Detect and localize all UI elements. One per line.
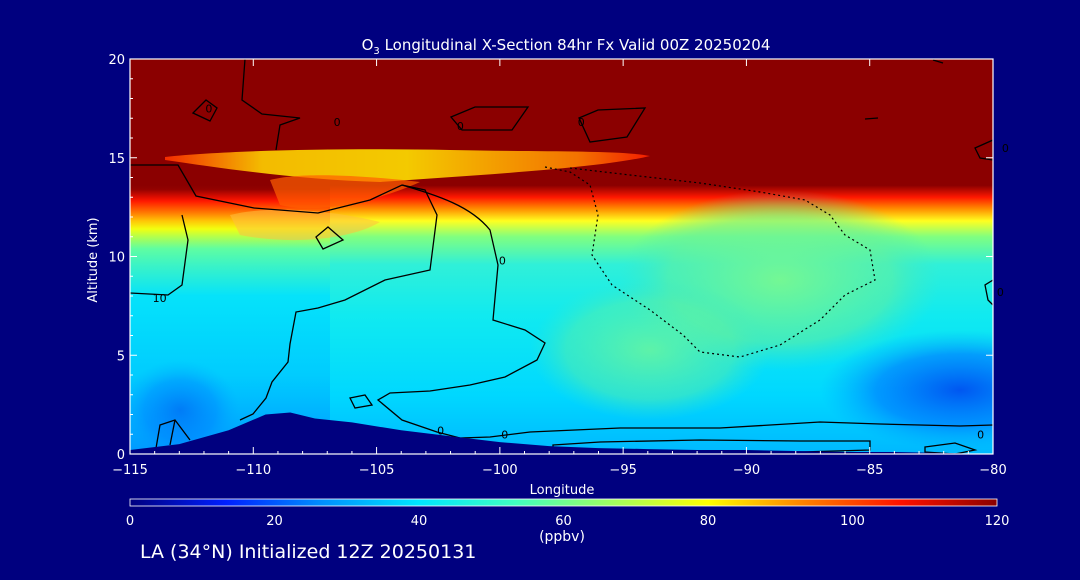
contour-label: 0 (977, 428, 984, 441)
x-tick-label: −95 (609, 463, 636, 478)
colorbar-tick-label: 120 (985, 514, 1010, 529)
title-rest: Longitudinal X-Section 84hr Fx Valid 00Z… (380, 36, 771, 54)
x-axis-ticks: −115 −110 −105 −100 −95 −90 −85 −80 (112, 59, 1007, 478)
y-tick-label: 0 (117, 448, 125, 463)
x-tick-label: −110 (235, 463, 271, 478)
x-tick-label: −100 (482, 463, 518, 478)
contour-labels: 0 0 0 0 0 10 0 0 0 0 0 (153, 102, 1009, 441)
y-axis-label: Altitude (km) (86, 217, 101, 302)
contour-label: 0 (457, 120, 464, 133)
y-tick-label: 10 (108, 251, 125, 266)
contour-label: 0 (578, 116, 585, 129)
dotted-contour-lines (544, 166, 876, 358)
x-tick-label: −105 (359, 463, 395, 478)
chart-title: O3 Longitudinal X-Section 84hr Fx Valid … (362, 36, 771, 57)
colorbar-ticks: 0 20 40 60 80 100 120 (126, 514, 1010, 529)
contour-label: 0 (499, 254, 506, 267)
contour-label: 10 (153, 292, 167, 305)
colorbar (129, 498, 998, 507)
x-tick-label: −80 (979, 463, 1006, 478)
colorbar-tick-label: 0 (126, 514, 134, 529)
x-tick-label: −90 (733, 463, 760, 478)
colorbar-tick-label: 80 (700, 514, 717, 529)
title-prefix: O (362, 36, 374, 54)
colorbar-tick-label: 40 (411, 514, 428, 529)
contour-label: 0 (334, 116, 341, 129)
contour-label: 0 (1002, 142, 1009, 155)
y-tick-label: 20 (108, 53, 125, 68)
ozone-field (130, 59, 993, 454)
contour-label: 0 (997, 286, 1004, 299)
title-subscript: 3 (373, 46, 379, 57)
colorbar-tick-label: 60 (555, 514, 572, 529)
initialization-caption: LA (34°N) Initialized 12Z 20250131 (140, 541, 477, 563)
colorbar-tick-label: 20 (266, 514, 283, 529)
x-tick-label: −115 (112, 463, 148, 478)
terrain-mask (130, 412, 993, 454)
x-tick-label: −85 (856, 463, 883, 478)
contour-label: 0 (205, 102, 212, 115)
y-axis-ticks: 0 5 10 15 20 (108, 53, 993, 463)
contour-label: 0 (501, 428, 508, 441)
colorbar-unit-label: (ppbv) (539, 529, 585, 545)
x-axis-label: Longitude (530, 483, 595, 498)
contour-label: 0 (437, 424, 444, 437)
contour-lines (130, 59, 993, 454)
y-tick-label: 5 (117, 349, 125, 364)
y-tick-label: 15 (108, 152, 125, 167)
colorbar-tick-label: 100 (840, 514, 865, 529)
